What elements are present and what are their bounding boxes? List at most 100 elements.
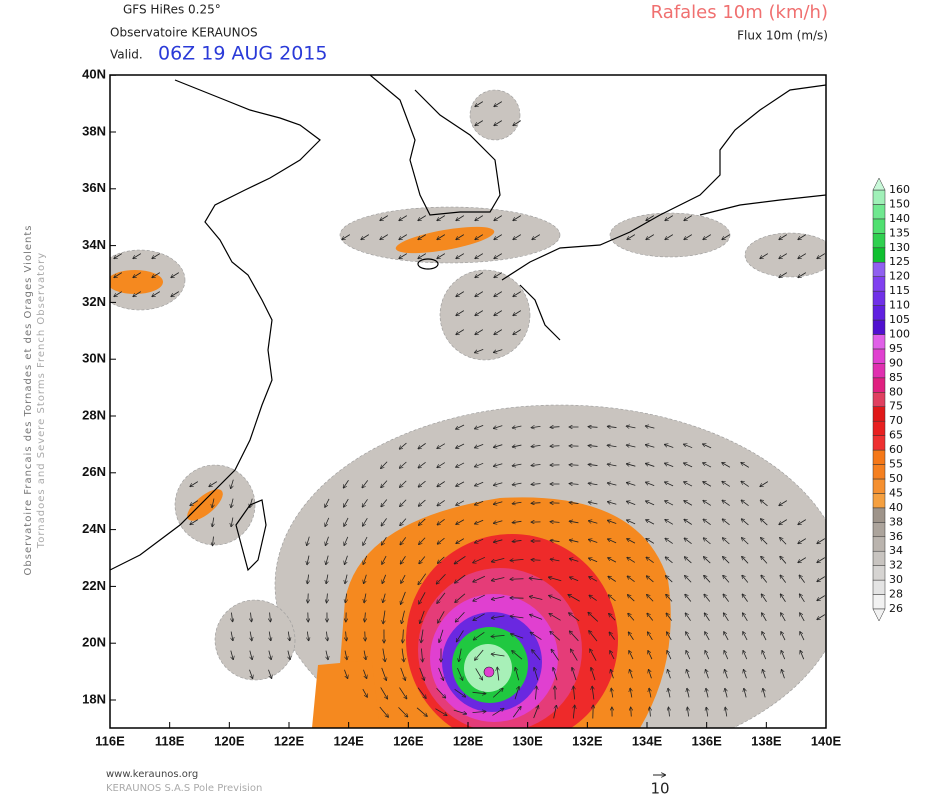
colorbar-cell [873, 493, 885, 507]
colorbar-label: 34 [889, 544, 903, 557]
side-text-en: Tornadoes and Severe Storms French Obser… [36, 252, 47, 549]
lat-label: 28N [82, 407, 106, 422]
colorbar-label: 70 [889, 414, 903, 427]
colorbar-label: 55 [889, 458, 903, 471]
lon-label: 130E [512, 733, 543, 748]
colorbar-label: 40 [889, 501, 903, 514]
lon-label: 126E [393, 733, 424, 748]
colorbar-cell [873, 277, 885, 291]
colorbar-cell [873, 522, 885, 536]
lat-label: 22N [82, 578, 106, 593]
colorbar-label: 160 [889, 183, 910, 196]
side-text-fr: Observatoire Francais des Tornades et de… [23, 225, 34, 576]
colorbar-label: 115 [889, 284, 910, 297]
eye [484, 667, 494, 677]
lat-label: 24N [82, 521, 106, 536]
colorbar-cell [873, 334, 885, 348]
lon-label: 128E [453, 733, 484, 748]
source-label: Observatoire KERAUNOS [110, 26, 258, 40]
colorbar-cell [873, 580, 885, 594]
lon-label: 118E [155, 733, 185, 748]
colorbar-cell [873, 349, 885, 363]
colorbar-label: 75 [889, 400, 903, 413]
lon-label: 134E [632, 733, 663, 748]
lat-label: 36N [82, 180, 106, 195]
colorbar-label: 45 [889, 486, 903, 499]
colorbar-cell [873, 262, 885, 276]
colorbar-cell [873, 479, 885, 493]
colorbar-cell [873, 392, 885, 406]
lat-label: 30N [82, 351, 106, 366]
colorbar-bottom-cap [873, 609, 885, 621]
vector-scale-label: 10 [650, 780, 669, 798]
colorbar-label: 100 [889, 327, 910, 340]
lon-label: 116E [95, 733, 125, 748]
valid-time: 06Z 19 AUG 2015 [158, 43, 327, 65]
colorbar-label: 38 [889, 515, 903, 528]
colorbar-label: 26 [889, 602, 903, 615]
colorbar-label: 120 [889, 270, 910, 283]
wind-arrow [631, 708, 632, 717]
colorbar-cell [873, 450, 885, 464]
lon-label: 132E [572, 733, 603, 748]
colorbar-label: 125 [889, 255, 910, 268]
footer-company: KERAUNOS S.A.S Pole Prevision [106, 783, 262, 794]
lon-label: 124E [333, 733, 364, 748]
colorbar-label: 135 [889, 226, 910, 239]
colorbar-top-cap [873, 178, 885, 190]
wind-arrow [532, 560, 541, 561]
model-label: GFS HiRes 0.25° [123, 3, 221, 17]
colorbar-cell [873, 378, 885, 392]
colorbar-cell [873, 233, 885, 247]
colorbar-cell [873, 363, 885, 377]
lat-label: 34N [82, 237, 106, 252]
lon-label: 140E [811, 733, 842, 748]
lat-label: 40N [82, 67, 106, 82]
lat-label: 26N [82, 464, 106, 479]
lon-label: 120E [214, 733, 245, 748]
colorbar-label: 140 [889, 212, 910, 225]
colorbar-cell [873, 421, 885, 435]
colorbar-label: 90 [889, 356, 903, 369]
colorbar-cell [873, 248, 885, 262]
colorbar-cell [873, 508, 885, 522]
field-title: Rafales 10m (km/h) [651, 2, 828, 23]
colorbar-label: 80 [889, 385, 903, 398]
colorbar-label: 32 [889, 559, 903, 572]
lat-label: 20N [82, 635, 106, 650]
colorbar-cell [873, 219, 885, 233]
colorbar-label: 95 [889, 342, 903, 355]
colorbar-label: 50 [889, 472, 903, 485]
colorbar-cell [873, 436, 885, 450]
colorbar-label: 150 [889, 197, 910, 210]
colorbar-label: 60 [889, 443, 903, 456]
map-area [95, 75, 845, 765]
lon-label: 136E [691, 733, 722, 748]
colorbar-cell [873, 320, 885, 334]
colorbar-cell [873, 551, 885, 565]
colorbar-cell [873, 407, 885, 421]
colorbar-label: 65 [889, 429, 903, 442]
colorbar-cell [873, 595, 885, 609]
colorbar-label: 28 [889, 588, 903, 601]
colorbar-label: 110 [889, 299, 910, 312]
colorbar-label: 36 [889, 530, 903, 543]
colorbar-cell [873, 291, 885, 305]
lon-label: 122E [274, 733, 305, 748]
lat-label: 18N [82, 691, 106, 706]
colorbar-label: 130 [889, 241, 910, 254]
colorbar-label: 85 [889, 371, 903, 384]
colorbar-cell [873, 190, 885, 204]
colorbar-cell [873, 306, 885, 320]
lat-label: 38N [82, 123, 106, 138]
colorbar-cell [873, 204, 885, 218]
valid-label: Valid. [110, 48, 143, 62]
colorbar-cell [873, 537, 885, 551]
colorbar-label: 30 [889, 573, 903, 586]
lat-label: 32N [82, 294, 106, 309]
colorbar-label: 105 [889, 313, 910, 326]
colorbar-cell [873, 566, 885, 580]
